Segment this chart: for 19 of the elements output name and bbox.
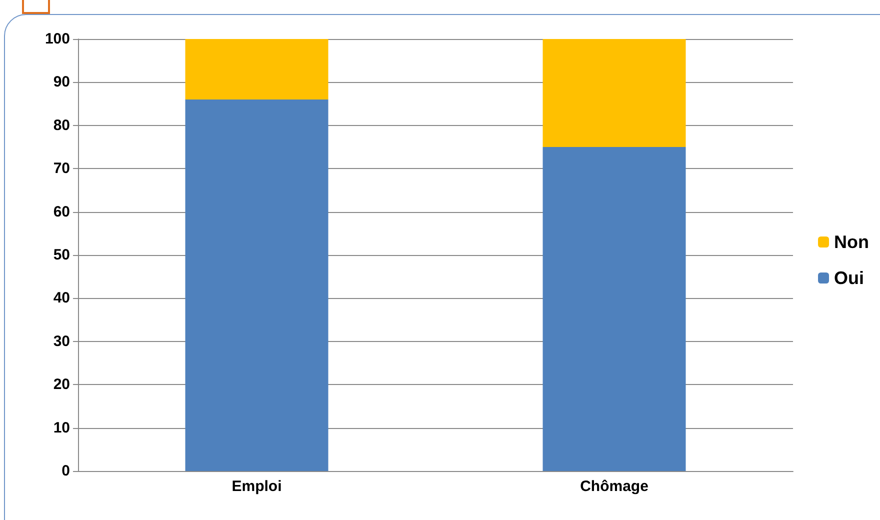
y-tick-label: 70 (53, 160, 70, 178)
y-tick-label: 60 (53, 203, 70, 220)
legend-label: Non (834, 232, 870, 252)
bar (185, 99, 328, 471)
y-tick-label: 40 (53, 290, 70, 307)
y-tick-label: 20 (53, 376, 70, 394)
y-tick-label: 10 (53, 419, 70, 436)
bar (542, 39, 686, 147)
bar (185, 39, 328, 100)
y-tick-label: 90 (53, 74, 70, 91)
y-tick-label: 0 (62, 462, 70, 480)
y-tick-label: 80 (53, 116, 70, 134)
x-tick-label: Chômage (580, 478, 648, 495)
y-tick-label: 100 (44, 30, 70, 48)
y-tick-label: 30 (53, 332, 70, 350)
x-tick-label: Emploi (232, 478, 282, 495)
y-tick-label: 50 (53, 246, 70, 264)
legend-label: Oui (834, 268, 864, 288)
bar (542, 147, 686, 471)
